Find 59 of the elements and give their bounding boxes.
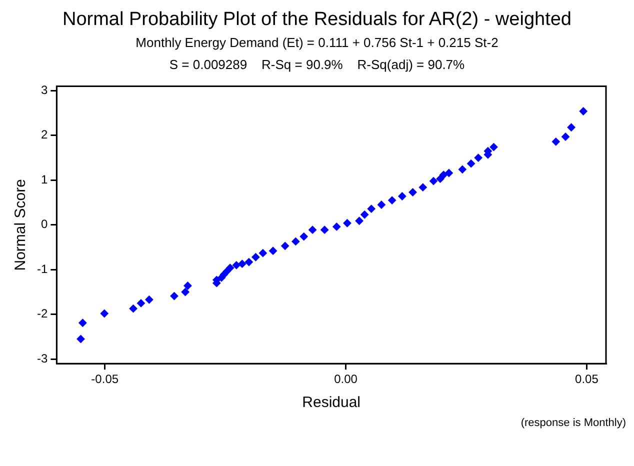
text: (response is Monthly) xyxy=(520,416,626,430)
point xyxy=(252,253,260,262)
y-tick-label: -1 xyxy=(37,262,48,276)
point xyxy=(292,237,300,246)
point xyxy=(320,226,329,234)
point xyxy=(440,170,448,179)
point xyxy=(398,192,406,200)
point xyxy=(238,260,246,268)
point xyxy=(579,107,588,116)
point xyxy=(129,304,138,313)
point xyxy=(355,216,364,225)
point xyxy=(258,249,267,258)
y-tick-label: 3 xyxy=(40,82,48,97)
point xyxy=(552,138,560,146)
point xyxy=(226,264,234,272)
point xyxy=(332,222,341,231)
point xyxy=(181,288,190,296)
point xyxy=(232,261,240,270)
y-axis-title: Normal Score xyxy=(12,179,30,271)
x-axis-title: Residual xyxy=(302,394,361,412)
point xyxy=(136,299,145,308)
point xyxy=(490,143,498,152)
point xyxy=(418,183,427,192)
point xyxy=(300,232,308,241)
x-tick-label: 0.05 xyxy=(575,372,599,386)
point xyxy=(269,246,278,255)
text: S = 0.009289 R-Sq = 90.9% R-Sq(adj) = 90.7% xyxy=(168,56,466,74)
y-tick-label: 1 xyxy=(40,172,48,186)
point xyxy=(367,204,376,213)
point xyxy=(458,165,466,174)
point xyxy=(343,219,352,228)
point xyxy=(408,188,417,196)
point xyxy=(100,309,108,318)
y-tick-label: -2 xyxy=(37,306,48,321)
point xyxy=(377,200,386,209)
point xyxy=(308,226,317,234)
point xyxy=(567,123,576,132)
point xyxy=(436,174,444,183)
point xyxy=(78,318,87,327)
chart-title: Normal Probability Plot of the Residuals for AR(2) - weighted xyxy=(61,8,572,32)
x-tick-label: 0.00 xyxy=(334,372,358,386)
point xyxy=(360,210,369,219)
point xyxy=(184,282,192,290)
y-tick-label: -3 xyxy=(37,351,48,366)
chart-subtitle: Monthly Energy Demand (Et) = 0.111 + 0.756 St-1 + 0.215 St-2 xyxy=(134,34,500,52)
point xyxy=(474,154,482,162)
point xyxy=(76,334,85,343)
point xyxy=(145,296,154,304)
point xyxy=(444,169,453,177)
x-tick-label: -0.05 xyxy=(91,372,119,386)
y-tick-label: 2 xyxy=(40,128,48,142)
y-tick-label: 0 xyxy=(40,217,48,232)
point xyxy=(429,177,438,186)
point xyxy=(244,258,253,266)
point xyxy=(467,160,476,168)
point xyxy=(562,132,570,141)
point xyxy=(170,292,178,300)
point xyxy=(281,242,290,250)
point xyxy=(388,196,396,204)
